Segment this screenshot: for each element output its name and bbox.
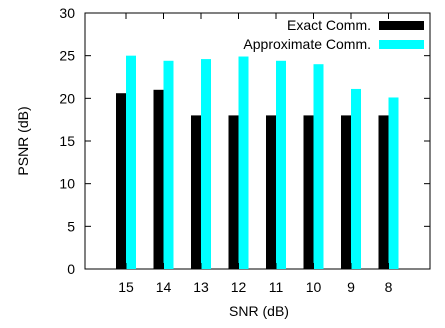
x-tick-label: 13 — [193, 279, 209, 295]
legend-swatch — [379, 21, 424, 30]
bar-exact — [228, 115, 239, 270]
y-tick-label: 25 — [59, 48, 75, 64]
y-tick-label: 15 — [59, 133, 75, 149]
y-tick-label: 5 — [67, 218, 75, 234]
y-axis: 0 5 10 15 20 25 30 — [59, 5, 430, 277]
x-axis: 15 14 13 12 11 10 9 8 — [118, 13, 393, 295]
bar-exact — [116, 93, 126, 269]
bar-approximate — [163, 60, 174, 269]
x-tick-label: 9 — [347, 279, 355, 295]
x-axis-label: SNR (dB) — [229, 303, 289, 319]
legend: Exact Comm. Approximate Comm. — [243, 17, 424, 52]
bar-approximate — [388, 97, 399, 269]
bar-exact — [378, 115, 389, 270]
bar-approximate — [351, 88, 361, 270]
bar-approximate — [276, 60, 286, 269]
x-tick-label: 11 — [269, 279, 284, 295]
x-tick-label: 8 — [385, 279, 393, 295]
bar-approximate — [201, 59, 211, 269]
y-axis-label: PSNR (dB) — [15, 106, 31, 175]
x-tick-label: 14 — [156, 279, 172, 295]
x-tick-label: 12 — [231, 279, 247, 295]
bar-approximate — [313, 64, 324, 269]
bar-approximate — [238, 56, 249, 269]
y-tick-label: 10 — [59, 176, 75, 192]
bar-exact — [341, 115, 351, 270]
legend-label: Approximate Comm. — [243, 36, 371, 52]
bar-approximate — [126, 55, 136, 269]
bar-exact — [303, 115, 314, 270]
legend-swatch — [379, 40, 424, 49]
y-tick-label: 20 — [59, 90, 75, 106]
bar-exact — [191, 115, 201, 270]
y-tick-label: 0 — [67, 261, 75, 277]
bar-exact — [153, 89, 164, 269]
bars-group — [116, 55, 399, 270]
x-tick-label: 10 — [306, 279, 322, 295]
y-tick-label: 30 — [59, 5, 75, 21]
legend-label: Exact Comm. — [287, 17, 371, 33]
bar-exact — [266, 115, 276, 270]
x-tick-label: 15 — [118, 279, 134, 295]
